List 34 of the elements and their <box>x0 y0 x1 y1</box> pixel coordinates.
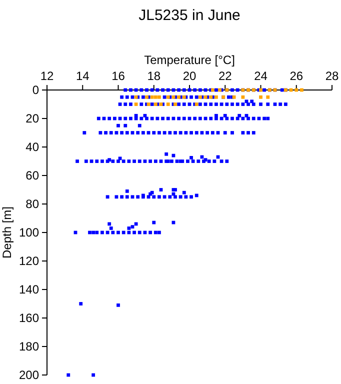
x-axis-title: Temperature [°C] <box>144 53 235 67</box>
y-axis-title: Depth [m] <box>0 206 14 259</box>
x-tick-label: 16 <box>112 69 126 83</box>
x-tick-label: 22 <box>218 69 232 83</box>
y-tick-label: 200 <box>18 368 40 382</box>
y-tick-label: 180 <box>18 340 40 354</box>
x-tick-label: 20 <box>182 69 196 83</box>
point <box>158 95 161 99</box>
point <box>300 88 304 92</box>
point <box>266 95 270 99</box>
x-tick-label: 26 <box>290 69 304 83</box>
y-tick-label: 60 <box>26 168 40 183</box>
point <box>134 102 138 106</box>
y-tick-label: 40 <box>26 140 40 154</box>
y-tick-label: 160 <box>18 311 40 326</box>
y-tick-label: 100 <box>18 226 40 240</box>
x-tick-label: 14 <box>76 69 90 83</box>
point <box>259 95 262 99</box>
x-tick-label: 28 <box>325 69 339 83</box>
y-tick-label: 80 <box>26 197 40 212</box>
x-tick-label: 24 <box>254 69 268 83</box>
point <box>166 102 170 106</box>
point <box>294 88 298 92</box>
x-tick-label: 12 <box>40 69 54 83</box>
y-tick-label: 20 <box>26 112 40 126</box>
point <box>214 95 218 99</box>
point <box>241 95 245 99</box>
point <box>150 95 154 99</box>
point <box>154 95 158 99</box>
y-tick-label: 0 <box>32 83 40 98</box>
y-tick-label: 120 <box>18 254 40 268</box>
chart-title: JL5235 in June <box>138 7 240 24</box>
x-tick-label: 18 <box>147 69 161 83</box>
y-tick-label: 140 <box>18 282 40 297</box>
